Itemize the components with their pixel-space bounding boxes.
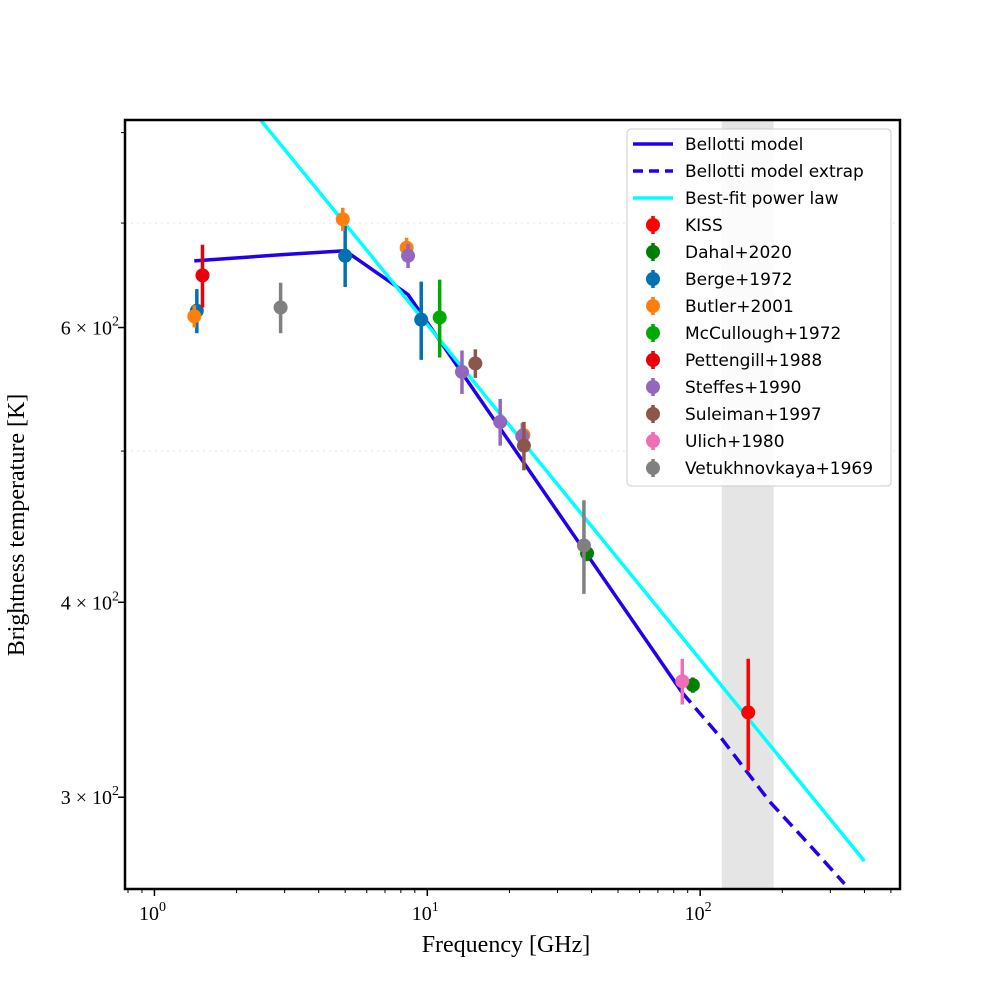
legend-marker-vetukhnovkaya-1969 — [646, 461, 660, 475]
axes-frame — [123, 118, 902, 891]
legend-label-bellotti-model: Bellotti model — [685, 135, 803, 155]
legend-marker-steffes-1990 — [646, 380, 660, 394]
data-point-kiss — [741, 705, 756, 720]
data-point-berge-1972 — [414, 312, 429, 327]
data-point-butler-2001 — [335, 212, 350, 227]
legend-marker-ulich-1980 — [646, 434, 660, 448]
data-point-vetukhnovkaya-1969 — [576, 538, 591, 553]
data-point-suleiman-1997 — [516, 438, 531, 453]
legend-label-suleiman-1997: Suleiman+1997 — [685, 405, 822, 425]
legend-marker-dahal-2020 — [646, 245, 660, 259]
legend-marker-pettengill-1988 — [646, 353, 660, 367]
legend-label-ulich-1980: Ulich+1980 — [685, 432, 785, 452]
data-point-steffes-1990 — [454, 364, 469, 379]
data-point-ulich-1980 — [675, 674, 690, 689]
legend-label-bellotti-model-extrap: Bellotti model extrap — [685, 162, 864, 182]
x-axis-label: Frequency [GHz] — [422, 932, 591, 958]
data-point-pettengill-1988 — [195, 268, 210, 283]
legend-label-butler-2001: Butler+2001 — [685, 297, 794, 317]
x-tick-label: 102 — [685, 900, 712, 925]
legend-label-berge-1972: Berge+1972 — [685, 270, 793, 290]
legend-marker-berge-1972 — [646, 272, 660, 286]
series-line-bellotti-model-extrap — [680, 691, 846, 885]
series-line-best-fit-power-law — [259, 120, 866, 863]
data-point-berge-1972 — [338, 248, 353, 263]
legend-label-vetukhnovkaya-1969: Vetukhnovkaya+1969 — [685, 459, 873, 479]
data-point-mccullough-1972 — [432, 310, 447, 325]
data-point-vetukhnovkaya-1969 — [273, 300, 288, 315]
legend-label-pettengill-1988: Pettengill+1988 — [685, 351, 822, 371]
legend-label-steffes-1990: Steffes+1990 — [685, 378, 801, 398]
x-tick-label: 101 — [412, 900, 439, 925]
legend-box — [626, 128, 892, 487]
y-tick-label: 3 × 102 — [61, 784, 119, 809]
legend-marker-butler-2001 — [646, 299, 660, 313]
legend-label-mccullough-1972: McCullough+1972 — [685, 324, 841, 344]
data-point-suleiman-1997 — [468, 356, 483, 371]
data-point-dahal-2020 — [685, 678, 700, 693]
legend-marker-mccullough-1972 — [646, 326, 660, 340]
legend: Bellotti model Bellotti model extrap Best-… — [626, 128, 892, 487]
legend-marker-kiss — [646, 218, 660, 232]
y-axis-label: Brightness temperature [K] — [4, 394, 30, 657]
data-point-butler-2001 — [187, 309, 202, 324]
x-tick-label: 100 — [139, 900, 166, 925]
y-tick-label: 6 × 102 — [61, 315, 119, 340]
legend-label-kiss: KISS — [685, 216, 723, 236]
data-point-steffes-1990 — [493, 414, 508, 429]
data-point-steffes-1990 — [401, 248, 416, 263]
y-tick-label: 4 × 102 — [61, 589, 119, 614]
legend-label-best-fit-power-law: Best-fit power law — [685, 189, 839, 209]
plot-area: 100 101 102 3 × 102 4 × 102 6 × 102 Bellotti m… — [61, 118, 902, 925]
legend-marker-suleiman-1997 — [646, 407, 660, 421]
legend-label-dahal-2020: Dahal+2020 — [685, 243, 792, 263]
